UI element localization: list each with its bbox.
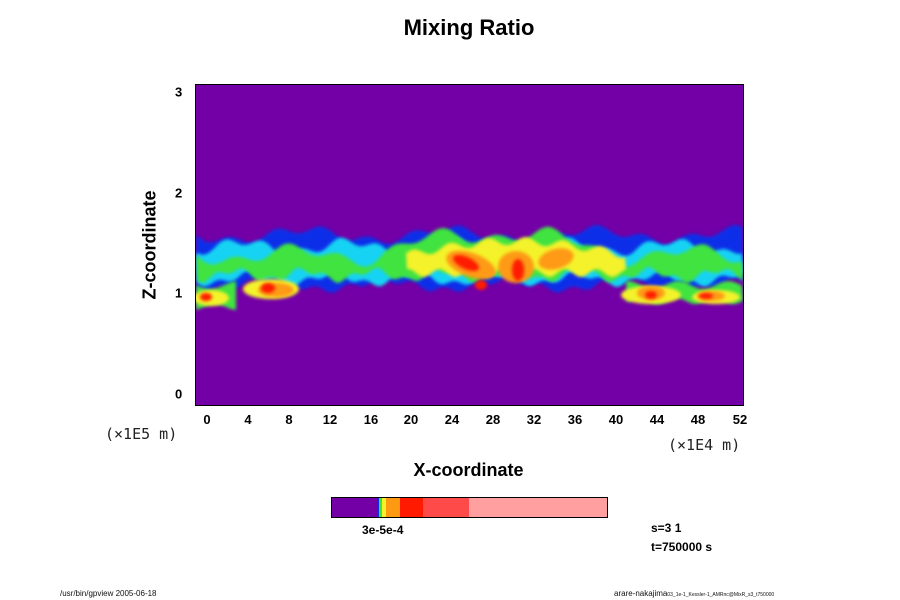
field-layer-peak bbox=[200, 254, 713, 301]
chart-title: Mixing Ratio bbox=[403, 15, 535, 40]
x-tick-label: 20 bbox=[403, 412, 419, 427]
x-axis-label: X-coordinate bbox=[413, 460, 524, 480]
footer-right: arare-nakajima03_1e-1_Kessler-1_AMRnc@Mi… bbox=[614, 589, 774, 598]
colorbar-segment bbox=[469, 498, 607, 517]
step-info: s=3 1 bbox=[651, 521, 682, 535]
x-tick-label: 16 bbox=[363, 412, 379, 427]
field-cell bbox=[538, 248, 574, 270]
x-tick-label: 28 bbox=[485, 412, 501, 427]
x-tick-label: 40 bbox=[608, 412, 624, 427]
y-tick-label: 3 bbox=[175, 84, 183, 100]
field-cell bbox=[261, 283, 275, 293]
x-tick-label: 44 bbox=[649, 412, 665, 427]
colorbar-segment bbox=[379, 498, 380, 517]
field-cell bbox=[475, 280, 487, 290]
x-tick-label: 12 bbox=[322, 412, 338, 427]
x-tick-label: 36 bbox=[567, 412, 583, 427]
y-tick-label: 0 bbox=[175, 386, 183, 402]
colorbar-segment bbox=[380, 498, 382, 517]
colorbar-labels: 3e-5e-4 bbox=[362, 523, 404, 537]
field-cell bbox=[512, 259, 524, 281]
x-tick-label: 0 bbox=[203, 412, 211, 427]
x-tick-label: 48 bbox=[690, 412, 706, 427]
footer-left: /usr/bin/gpview 2005-06-18 bbox=[60, 589, 157, 598]
colorbar-segment bbox=[400, 498, 423, 517]
colorbar-segment bbox=[423, 498, 469, 517]
x-tick-label: 32 bbox=[526, 412, 542, 427]
y-tick-label: 1 bbox=[175, 285, 183, 301]
time-info: t=750000 s bbox=[651, 540, 713, 554]
footer-filename: 03_1e-1_Kessler-1_AMRnc@MixR_s3_t750000 bbox=[667, 592, 775, 598]
field-cell bbox=[453, 254, 479, 272]
footer-author: arare-nakajima bbox=[614, 589, 668, 598]
x-tick-label: 8 bbox=[285, 412, 293, 427]
colorbar-segment bbox=[332, 498, 378, 517]
x-tick-label: 24 bbox=[444, 412, 460, 427]
mixing-ratio-field bbox=[196, 225, 743, 310]
field-cell bbox=[645, 291, 657, 299]
field-cell bbox=[200, 293, 212, 301]
colorbar bbox=[331, 497, 608, 518]
y-axis-label: Z-coordinate bbox=[139, 190, 160, 300]
y-tick-label: 2 bbox=[175, 185, 183, 201]
colorbar-segment bbox=[378, 498, 379, 517]
plot-area bbox=[195, 84, 744, 406]
field-cell bbox=[699, 293, 713, 299]
x-tick-label: 4 bbox=[244, 412, 252, 427]
x-scale-note: (×1E4 m) bbox=[668, 436, 741, 454]
colorbar-segment bbox=[386, 498, 400, 517]
x-tick-label: 52 bbox=[732, 412, 748, 427]
y-scale-note: (×1E5 m) bbox=[105, 425, 178, 443]
colorbar-segment bbox=[382, 498, 386, 517]
